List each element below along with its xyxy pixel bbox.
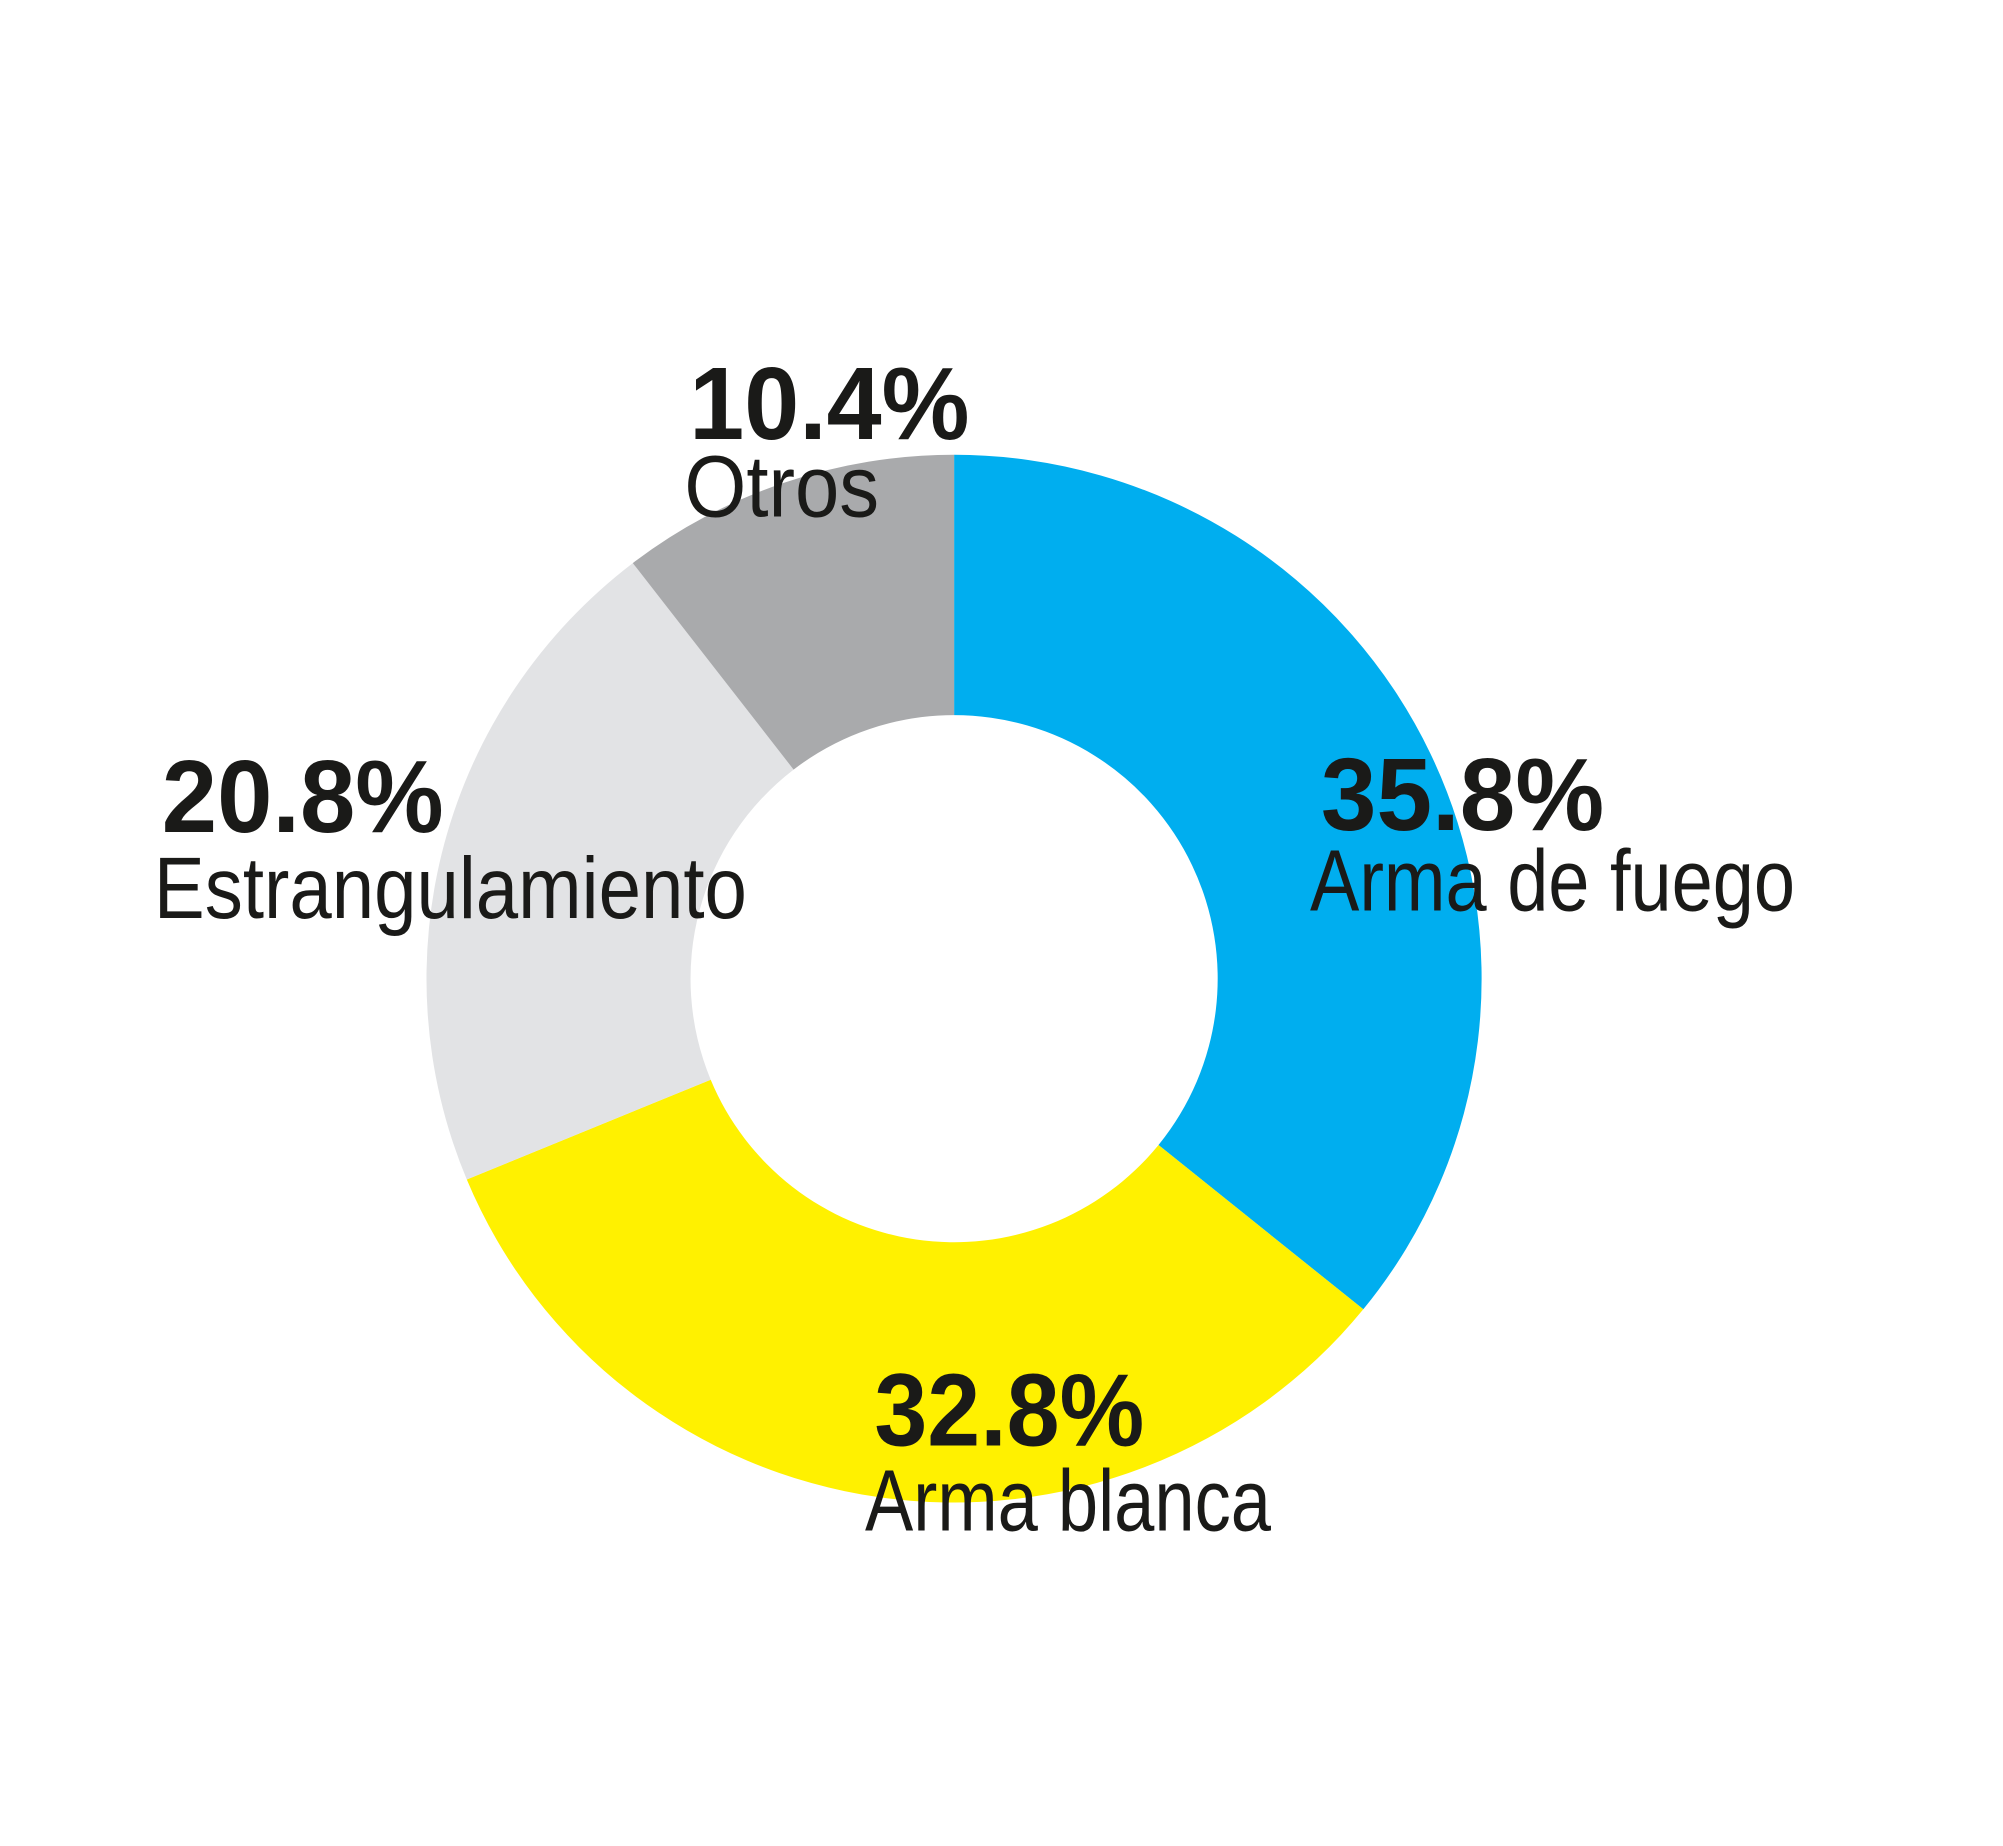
svg-text:35.8%: 35.8%: [1321, 737, 1604, 852]
svg-text:Otros: Otros: [684, 438, 879, 536]
svg-text:32.8%: 32.8%: [874, 1353, 1144, 1468]
svg-text:Estrangulamiento: Estrangulamiento: [154, 839, 747, 937]
svg-text:Arma blanca: Arma blanca: [865, 1452, 1271, 1550]
svg-text:Arma de fuego: Arma de fuego: [1310, 832, 1795, 930]
svg-text:10.4%: 10.4%: [689, 346, 969, 461]
svg-text:20.8%: 20.8%: [162, 739, 444, 854]
